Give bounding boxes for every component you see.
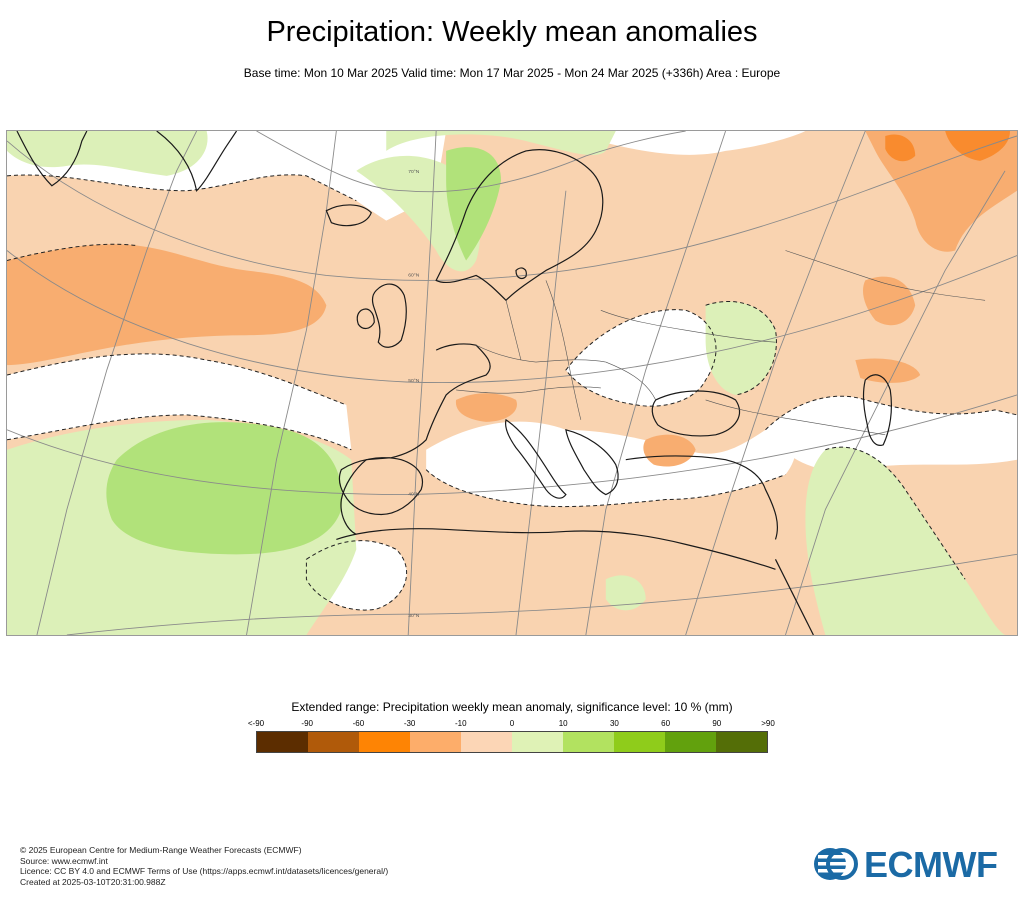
legend-tick: 60 <box>661 719 671 728</box>
ecmwf-logo-icon <box>814 848 858 880</box>
anomaly-map: 70°N 60°N 50°N 40°N 30°N <box>7 131 1017 635</box>
ecmwf-logo[interactable]: ECMWF <box>812 844 1007 886</box>
country-borders <box>456 250 986 436</box>
no-signal-area-mid-atlantic <box>7 353 352 450</box>
dry-area-black-sea <box>643 434 696 467</box>
dry-area-caspian <box>862 276 916 326</box>
dry-area-atlantic <box>7 244 327 366</box>
wet-area-greenland <box>7 131 208 176</box>
legend-swatch <box>410 732 461 752</box>
legend-tick: 30 <box>609 719 619 728</box>
legend-tick: 0 <box>509 719 515 728</box>
legend-swatch <box>716 732 767 752</box>
wet-area-levant <box>605 575 646 611</box>
footer-created: Created at 2025-03-10T20:31:00.988Z <box>20 876 166 887</box>
wet-area-scandinavia <box>386 131 616 156</box>
lat-label-40n: 40°N <box>408 492 420 498</box>
legend-tick: -10 <box>455 719 467 728</box>
legend-swatch <box>614 732 665 752</box>
legend-swatch <box>257 732 308 752</box>
no-signal-area-arctic <box>565 131 806 155</box>
legend-swatch <box>563 732 614 752</box>
map-subtitle: Base time: Mon 10 Mar 2025 Valid time: M… <box>243 66 781 80</box>
map-panel[interactable]: 70°N 60°N 50°N 40°N 30°N <box>6 130 1018 636</box>
legend-tick: 90 <box>712 719 722 728</box>
legend-tick: -90 <box>301 719 313 728</box>
lat-label-30n: 30°N <box>408 613 420 619</box>
wet-area-strong-atlantic <box>106 422 343 555</box>
dry-area-strong-urals <box>885 134 916 162</box>
significance-contours <box>7 174 1017 611</box>
legend-tick: <-90 <box>247 719 265 728</box>
legend-tick: -60 <box>352 719 365 728</box>
wet-area-turkey <box>805 447 1006 635</box>
latitude-labels: 70°N 60°N 50°N 40°N 30°N <box>408 169 420 619</box>
legend-swatch <box>461 732 512 752</box>
legend-colorbar <box>256 731 768 753</box>
wet-area-strong-norway <box>446 147 502 261</box>
footer-source: Source: www.ecmwf.int <box>20 855 108 866</box>
legend-title: Extended range: Precipitation weekly mea… <box>291 700 733 714</box>
no-signal-area-mediterranean <box>426 421 796 507</box>
legend-ticks: <-90 -90 -60 -30 -10 0 10 30 60 90 >90 <box>248 719 775 729</box>
ecmwf-logo-text: ECMWF <box>864 844 998 885</box>
legend-tick: 10 <box>558 719 568 728</box>
dry-area-alps <box>455 393 517 422</box>
legend-swatch <box>359 732 410 752</box>
legend-swatch <box>665 732 716 752</box>
legend-tick: >90 <box>761 719 775 728</box>
coastlines <box>16 131 893 635</box>
wet-area-eastern-europe <box>705 301 777 395</box>
dry-area-volga <box>855 358 921 383</box>
lat-label-70n: 70°N <box>408 169 420 175</box>
legend-swatch <box>512 732 563 752</box>
lat-label-60n: 60°N <box>408 272 420 278</box>
dry-area-strong-russia <box>945 131 1011 161</box>
legend-tick: -30 <box>403 719 416 728</box>
map-title: Precipitation: Weekly mean anomalies <box>266 16 758 48</box>
footer-copyright: © 2025 European Centre for Medium-Range … <box>20 845 302 855</box>
no-signal-area-central-europe <box>565 309 717 407</box>
lat-label-50n: 50°N <box>408 378 420 384</box>
footer-credits: © 2025 European Centre for Medium-Range … <box>20 845 388 887</box>
footer-licence: Licence: CC BY 4.0 and ECMWF Terms of Us… <box>20 866 389 876</box>
legend-swatch <box>308 732 359 752</box>
